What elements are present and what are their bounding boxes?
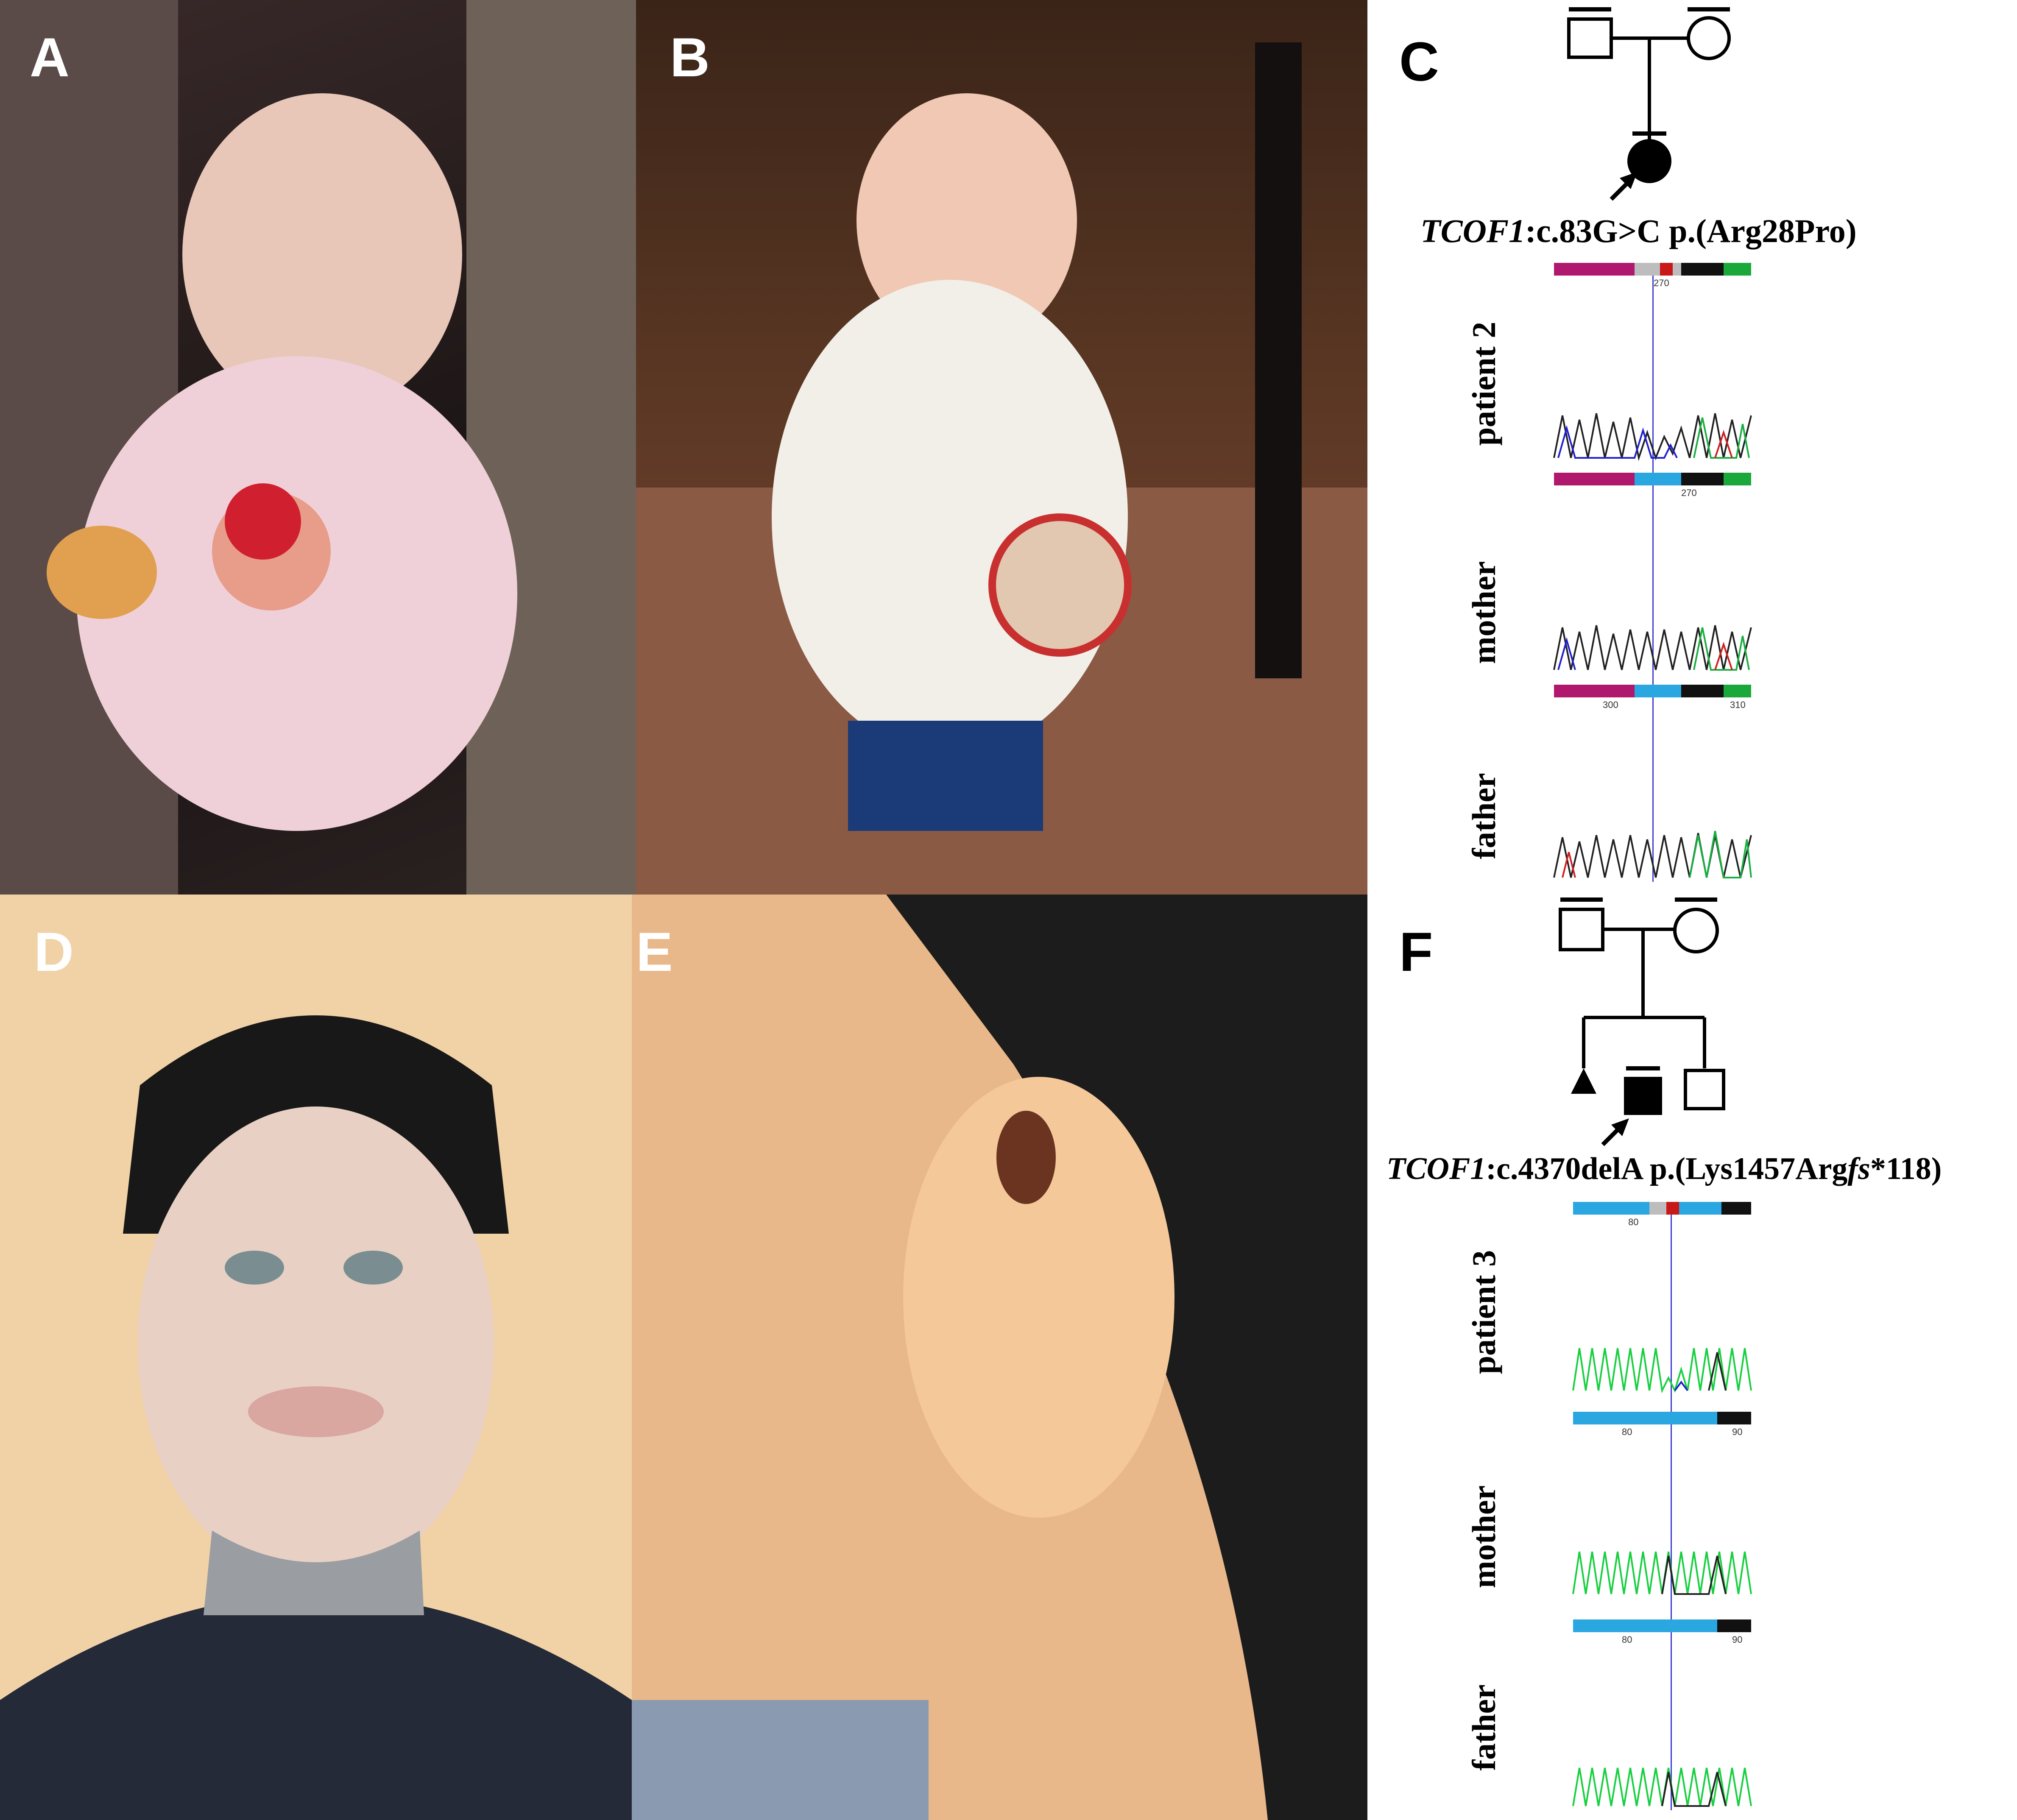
photo-panel-d: D [0, 895, 632, 1820]
panel-label-f: F [1399, 921, 1433, 983]
sequence-bar-c-patient [1554, 263, 1751, 276]
seq-segment [1724, 473, 1751, 485]
panel-label-a: A [30, 26, 70, 88]
seq-segment [1554, 263, 1635, 276]
row-label-c-mother: mother [1465, 561, 1502, 664]
seq-segment [1635, 473, 1681, 485]
row-label-f-mother: mother [1465, 1485, 1502, 1589]
position-label-c-mother: 270 [1681, 488, 1697, 498]
variant-position-line-f [1671, 1208, 1672, 1810]
seq-segment [1573, 1202, 1649, 1215]
photo-d-illustration [0, 1015, 632, 1820]
seq-segment [1635, 263, 1660, 276]
position-label-c-father-right: 310 [1730, 700, 1746, 710]
photo-a-illustration [0, 0, 636, 895]
pedigree-c [1567, 7, 1731, 201]
sequence-bar-c-mother [1554, 473, 1751, 485]
row-label-c-patient: patient 2 [1465, 321, 1502, 446]
chromatogram-trace-c-father [1553, 831, 1752, 878]
seq-segment [1681, 263, 1724, 276]
row-label-f-father: father [1465, 1684, 1502, 1771]
seq-segment [1721, 1202, 1751, 1215]
variant-label-f: TCOF1:c.4370delA p.(Lys1457Argfs*118) [1387, 1151, 1942, 1187]
seq-segment [1573, 1412, 1717, 1424]
position-label-f-mother-left: 80 [1622, 1427, 1632, 1437]
seq-segment [1666, 1202, 1679, 1215]
sequence-bar-f-patient [1573, 1202, 1751, 1215]
sequence-bar-c-father [1554, 685, 1751, 697]
photo-e-illustration [632, 895, 1367, 1820]
seq-segment [1673, 263, 1681, 276]
position-label-f-mother-right: 90 [1732, 1427, 1743, 1437]
variant-notation-c: :c.83G>C p.(Arg28Pro) [1525, 212, 1857, 249]
variant-label-c: TCOF1:c.83G>C p.(Arg28Pro) [1420, 212, 1857, 250]
gene-name-f: TCOF1 [1387, 1151, 1486, 1186]
chromatogram-trace-c-patient [1553, 413, 1752, 461]
seq-segment [1717, 1619, 1751, 1632]
panel-label-c: C [1399, 31, 1439, 92]
seq-segment [1681, 685, 1724, 697]
panel-label-b: B [670, 26, 710, 88]
position-label-c-father-left: 300 [1603, 700, 1618, 710]
row-label-c-father: father [1465, 773, 1502, 859]
position-label-f-father-left: 80 [1622, 1634, 1632, 1645]
pedigree-f [1559, 897, 1725, 1146]
chromatogram-trace-f-mother [1572, 1551, 1752, 1595]
seq-segment [1573, 1619, 1717, 1632]
variant-frameshift-f: fs [1847, 1151, 1870, 1186]
seq-segment [1724, 263, 1751, 276]
position-label-f-father-right: 90 [1732, 1634, 1743, 1645]
seq-segment [1724, 685, 1751, 697]
chromatogram-trace-c-mother [1553, 625, 1752, 671]
seq-segment [1681, 473, 1724, 485]
photo-panel-e: E [632, 895, 1367, 1820]
chromatogram-trace-f-patient [1572, 1348, 1752, 1394]
variant-notation-f: :c.4370delA p.(Lys1457Arg [1486, 1151, 1848, 1186]
seq-segment [1679, 1202, 1721, 1215]
seq-segment [1554, 685, 1635, 697]
sequence-bar-f-mother [1573, 1412, 1751, 1424]
photo-panel-a: A [0, 0, 636, 895]
variant-notation-f-end: *118) [1870, 1151, 1942, 1186]
seq-segment [1649, 1202, 1666, 1215]
variant-position-line-c [1652, 271, 1654, 882]
panel-label-d: D [34, 921, 74, 983]
photo-panel-b: B [636, 0, 1367, 895]
photo-b-illustration [636, 42, 1367, 895]
sequence-bar-f-father [1573, 1619, 1751, 1632]
seq-segment [1717, 1412, 1751, 1424]
seq-segment [1554, 473, 1635, 485]
seq-segment [1660, 263, 1673, 276]
seq-segment [1635, 685, 1681, 697]
position-label-f-patient: 80 [1628, 1217, 1639, 1227]
panel-label-e: E [636, 921, 673, 983]
gene-name-c: TCOF1 [1420, 212, 1526, 249]
row-label-f-patient: patient 3 [1465, 1250, 1502, 1374]
position-label-c-patient: 270 [1654, 278, 1669, 288]
chromatogram-trace-f-father [1572, 1767, 1752, 1807]
